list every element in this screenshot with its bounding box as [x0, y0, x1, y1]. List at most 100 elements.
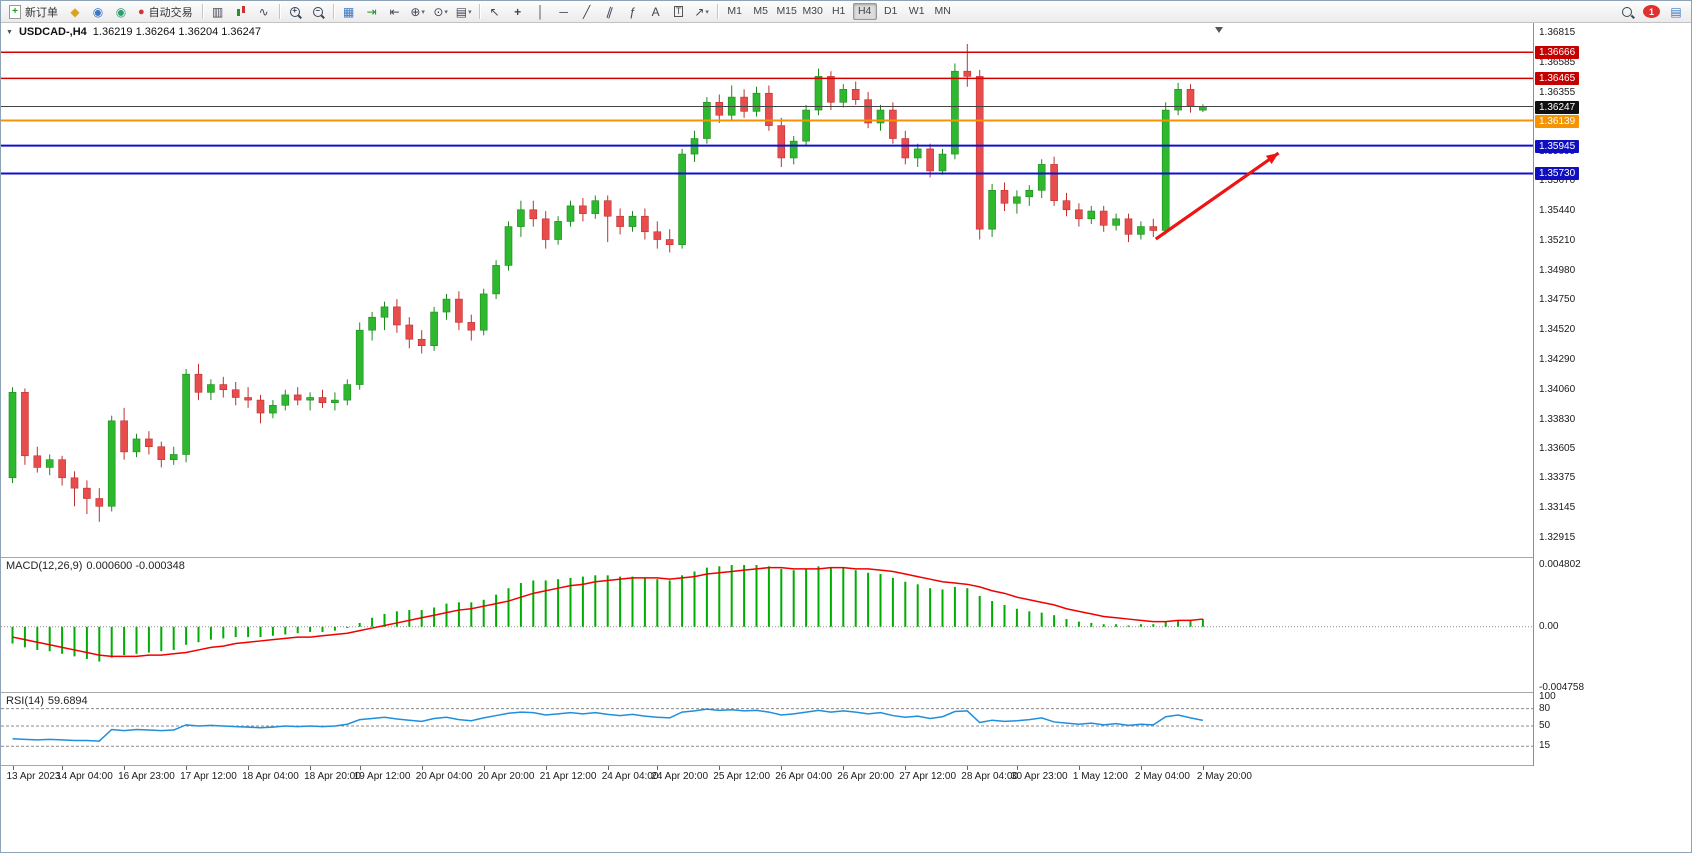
timeframe-m30[interactable]: M30 — [802, 5, 823, 17]
time-tick — [12, 766, 14, 770]
timeframe-h4[interactable]: H4 — [852, 3, 877, 20]
price-tick: 1.34750 — [1539, 294, 1576, 305]
rsi-label: RSI(14) 59.6894 — [6, 695, 88, 707]
price-tick: 1.34520 — [1539, 324, 1576, 335]
tile-windows-icon[interactable]: ▦ — [342, 4, 355, 19]
price-tick: 1.33145 — [1539, 502, 1576, 513]
timeframe-d1[interactable]: D1 — [883, 5, 898, 17]
shift-marker[interactable] — [1215, 27, 1223, 33]
zoom-out-icon[interactable]: − — [307, 3, 329, 20]
time-tick — [1140, 766, 1142, 770]
crosshair-icon[interactable]: + — [514, 4, 522, 19]
cursor-icon[interactable]: ↖ — [489, 4, 500, 19]
toolbar-separator — [332, 4, 334, 19]
new-order-label: 新订单 — [25, 6, 58, 19]
time-tick — [483, 766, 485, 770]
time-tick — [359, 766, 361, 770]
templates-dropdown[interactable]: ▤ ▾ — [455, 4, 472, 19]
panel-separator[interactable] — [1, 557, 1691, 558]
time-tick — [843, 766, 845, 770]
chart-shift-icon[interactable]: ⇤ — [389, 4, 400, 19]
panel-separator[interactable] — [1, 765, 1691, 766]
one-click-collapse-icon[interactable]: ▼ — [6, 28, 13, 36]
time-tick — [781, 766, 783, 770]
text-icon[interactable]: A — [651, 4, 660, 19]
macd-signal-line — [12, 566, 1203, 658]
macd-scale-tick: 0.00 — [1539, 621, 1559, 632]
fibonacci-icon[interactable]: ƒ — [629, 4, 636, 19]
new-order-button[interactable]: + 新订单 — [4, 2, 63, 21]
rsi-panel[interactable]: RSI(14) 59.6894 — [1, 693, 1533, 765]
timeframe-m15[interactable]: M15 — [776, 5, 797, 17]
time-tick — [1016, 766, 1018, 770]
time-tick — [186, 766, 188, 770]
price-badge: 1.35945 — [1535, 140, 1580, 153]
panel-separator[interactable] — [1, 692, 1691, 693]
time-label: 13 Apr 2023 — [6, 771, 61, 782]
time-label: 21 Apr 12:00 — [539, 771, 597, 782]
arrows-dropdown[interactable]: ↗ ▾ — [694, 4, 709, 19]
timeframe-m1[interactable]: M1 — [727, 5, 742, 17]
time-tick — [967, 766, 969, 770]
notification-badge[interactable]: 1 — [1643, 5, 1660, 18]
time-label: 2 May 04:00 — [1134, 771, 1190, 782]
time-label: 16 Apr 23:00 — [118, 771, 175, 782]
search-icon[interactable] — [1616, 3, 1638, 20]
new-chart-icon[interactable]: ◆ — [70, 4, 80, 19]
trendline-icon[interactable]: ╱ — [583, 4, 591, 19]
timeframe-h1[interactable]: H1 — [831, 5, 846, 17]
time-label: 2 May 20:00 — [1196, 771, 1252, 782]
rsi-value: 59.6894 — [47, 695, 88, 707]
periods-dropdown[interactable]: ⊙ ▾ — [433, 4, 448, 19]
time-axis[interactable]: 13 Apr 2023 14 Apr 04:00 16 Apr 23:00 17 Ap… — [1, 766, 1691, 790]
time-label: 26 Apr 04:00 — [775, 771, 833, 782]
time-label: 20 Apr 20:00 — [477, 771, 535, 782]
price-axis[interactable]: 1.368151.365851.363551.358951.356701.354… — [1533, 22, 1691, 766]
time-tick — [310, 766, 312, 770]
price-tick: 1.34060 — [1539, 384, 1576, 395]
vertical-line-icon[interactable]: │ — [536, 4, 545, 19]
rsi-scale-tick: 15 — [1539, 740, 1551, 751]
time-tick — [545, 766, 547, 770]
price-badge: 1.36666 — [1535, 46, 1580, 59]
timeframe-w1[interactable]: W1 — [908, 5, 925, 17]
panels-icon[interactable]: ▤ — [1670, 4, 1682, 19]
macd-scale-tick: -0.004758 — [1539, 682, 1585, 693]
indicators-dropdown[interactable]: ⊕ ▾ — [410, 4, 425, 19]
time-tick — [657, 766, 659, 770]
horizontal-line-icon[interactable]: ─ — [559, 4, 568, 19]
timeframe-mn[interactable]: MN — [934, 5, 951, 17]
rsi-scale-tick: 100 — [1539, 691, 1556, 702]
candlestick-chart-icon[interactable] — [230, 3, 252, 20]
bar-chart-icon[interactable]: ▥ — [211, 4, 224, 19]
price-tick: 1.33375 — [1539, 472, 1576, 483]
auto-scroll-icon[interactable]: ⇥ — [366, 4, 377, 19]
main-chart-panel[interactable]: ▼ USDCAD-,H4 1.36219 1.36264 1.36204 1.3… — [1, 23, 1533, 557]
rsi-plot[interactable] — [1, 693, 1533, 765]
line-chart-icon[interactable]: ∿ — [258, 4, 269, 19]
time-tick — [719, 766, 721, 770]
text-label-icon[interactable]: T — [673, 6, 684, 17]
macd-label: MACD(12,26,9) 0.000600 -0.000348 — [6, 560, 185, 572]
toolbar-separator — [478, 4, 480, 19]
chart-ohlc-quote: 1.36219 1.36264 1.36204 1.36247 — [92, 26, 261, 38]
equidistant-channel-icon[interactable]: ∥ — [604, 3, 615, 20]
chart-symbol-title: USDCAD-,H4 — [18, 26, 87, 38]
macd-panel[interactable]: MACD(12,26,9) 0.000600 -0.000348 — [1, 558, 1533, 692]
time-label: 1 May 12:00 — [1072, 771, 1128, 782]
zoom-in-icon[interactable]: + — [284, 3, 306, 20]
toolbar-separator — [716, 4, 718, 19]
timeframe-m5[interactable]: M5 — [753, 5, 768, 17]
time-label: 30 Apr 23:00 — [1010, 771, 1068, 782]
trend-arrow-head — [1265, 153, 1279, 165]
market-watch-icon[interactable]: ◉ — [92, 4, 104, 19]
time-label: 18 Apr 04:00 — [242, 771, 299, 782]
timeframe-toolbar: M1 M5 M15 M30 H1 H4 D1 W1 MN — [722, 3, 956, 20]
data-window-icon[interactable]: ◉ — [115, 4, 127, 19]
auto-trading-button[interactable]: ● 自动交易 — [133, 2, 198, 21]
trend-arrow[interactable] — [1154, 151, 1280, 241]
new-order-icon: + — [9, 4, 21, 19]
macd-plot[interactable] — [1, 558, 1533, 692]
time-tick — [1078, 766, 1080, 770]
candlestick-plot[interactable] — [1, 23, 1533, 557]
